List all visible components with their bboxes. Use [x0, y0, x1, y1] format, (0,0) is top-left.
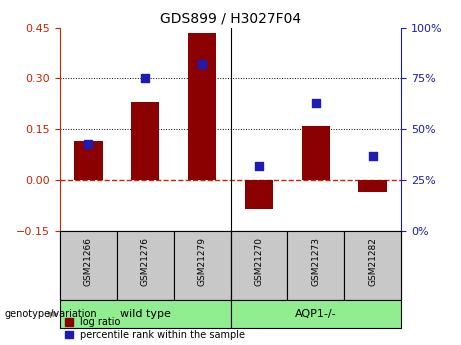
Bar [74, 141, 102, 180]
Point [198, 61, 206, 67]
Legend: log ratio, percentile rank within the sample: log ratio, percentile rank within the sa… [65, 317, 245, 340]
Text: GSM21282: GSM21282 [368, 237, 377, 286]
Text: wild type: wild type [120, 309, 171, 319]
Bar [117, 231, 174, 300]
Bar [188, 33, 216, 180]
Point [312, 100, 319, 106]
Bar [301, 126, 330, 180]
Bar [245, 180, 273, 209]
Bar [230, 300, 401, 328]
Bar [230, 231, 287, 300]
Bar [60, 231, 117, 300]
Bar [60, 300, 230, 328]
Bar [287, 231, 344, 300]
Text: AQP1-/-: AQP1-/- [295, 309, 337, 319]
Text: GSM21266: GSM21266 [84, 237, 93, 286]
Text: GSM21273: GSM21273 [311, 237, 320, 286]
Bar [344, 231, 401, 300]
Text: genotype/variation: genotype/variation [5, 309, 97, 319]
Point [255, 163, 263, 169]
Text: GSM21279: GSM21279 [198, 237, 207, 286]
Bar [174, 231, 230, 300]
Text: GSM21276: GSM21276 [141, 237, 150, 286]
Point [85, 141, 92, 146]
Bar [131, 102, 160, 180]
Point [142, 76, 149, 81]
Text: GSM21270: GSM21270 [254, 237, 263, 286]
Title: GDS899 / H3027F04: GDS899 / H3027F04 [160, 11, 301, 25]
Point [369, 153, 376, 159]
Bar [358, 180, 387, 192]
